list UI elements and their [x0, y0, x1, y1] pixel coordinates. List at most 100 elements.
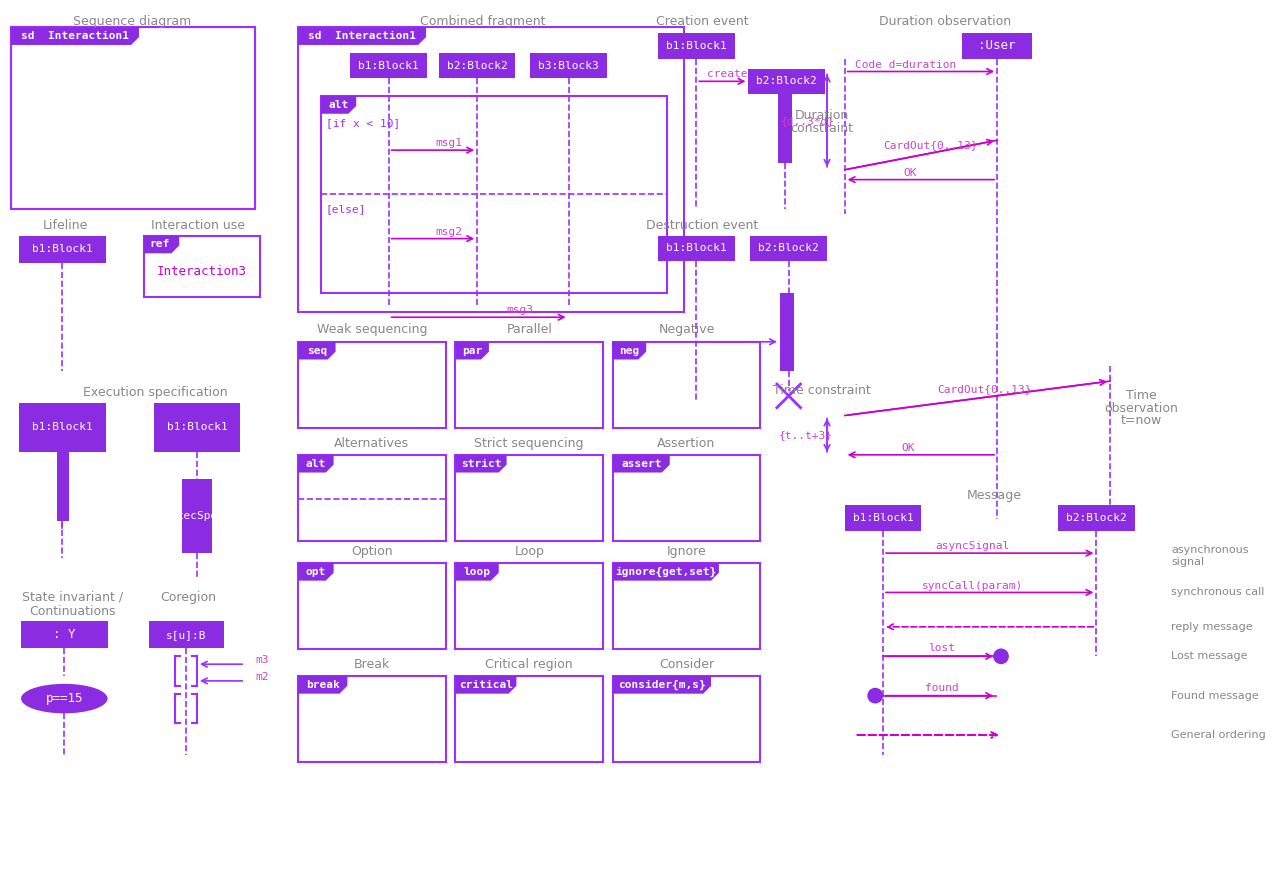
Text: b1:Block1: b1:Block1 [853, 513, 913, 522]
Text: break: break [306, 680, 340, 690]
Text: Found message: Found message [1171, 691, 1258, 700]
Text: found: found [926, 683, 959, 692]
Text: p==15: p==15 [45, 692, 83, 705]
Polygon shape [456, 342, 489, 360]
Bar [149, 621, 223, 649]
Bar [612, 676, 760, 763]
Bar [456, 455, 603, 541]
Text: msg2: msg2 [435, 227, 462, 237]
Bar [612, 342, 760, 428]
Bar [750, 236, 827, 261]
Text: Message: Message [967, 489, 1022, 502]
Bar [845, 505, 922, 530]
Text: Parallel: Parallel [506, 323, 552, 336]
Polygon shape [298, 28, 426, 45]
Text: t=now: t=now [1121, 414, 1162, 427]
Text: Coregion: Coregion [160, 591, 216, 603]
Bar [19, 236, 105, 263]
Text: alt: alt [306, 458, 326, 469]
Bar [657, 236, 734, 261]
Bar [144, 236, 259, 296]
Polygon shape [456, 563, 498, 580]
Bar [456, 563, 603, 650]
Text: Combined fragment: Combined fragment [420, 15, 546, 28]
Text: Lifeline: Lifeline [42, 219, 89, 232]
Text: sd  Interaction1: sd Interaction1 [308, 31, 416, 41]
Text: Continuations: Continuations [30, 604, 116, 618]
Text: {d..3*d}: {d..3*d} [781, 116, 835, 125]
Text: State invariant /: State invariant / [22, 591, 123, 603]
Text: syncCall(param): syncCall(param) [922, 580, 1023, 591]
Text: b1:Block1: b1:Block1 [666, 41, 727, 51]
Bar [778, 94, 792, 163]
Text: create: create [706, 69, 747, 79]
Polygon shape [321, 96, 356, 114]
Bar [12, 28, 256, 209]
Text: Loop: Loop [515, 545, 544, 558]
Bar [456, 676, 603, 763]
Polygon shape [144, 236, 180, 254]
Text: Lost message: Lost message [1171, 651, 1248, 661]
Text: Consider: Consider [659, 658, 714, 671]
Text: lost: lost [928, 643, 955, 653]
Bar [298, 563, 446, 650]
Bar [612, 455, 760, 541]
Text: loop: loop [464, 567, 490, 577]
Text: assert: assert [621, 458, 661, 469]
Text: Break: Break [354, 658, 390, 671]
Bar [182, 480, 212, 553]
Text: :User: :User [978, 39, 1016, 53]
Text: Negative: Negative [659, 323, 715, 336]
Text: reply message: reply message [1171, 622, 1253, 632]
Polygon shape [612, 455, 670, 473]
Text: sd  Interaction1: sd Interaction1 [21, 31, 130, 41]
Text: execSpec: execSpec [169, 511, 223, 521]
Text: strict: strict [461, 458, 501, 469]
Text: b2:Block2: b2:Block2 [1066, 513, 1127, 522]
Bar [154, 403, 240, 452]
Polygon shape [456, 676, 516, 693]
Circle shape [867, 688, 883, 703]
Bar [351, 53, 428, 78]
Text: CardOut{0..13}: CardOut{0..13} [937, 384, 1031, 394]
Bar [19, 403, 105, 452]
Bar [21, 621, 108, 649]
Text: alt: alt [329, 100, 349, 109]
Polygon shape [612, 676, 711, 693]
Text: Time constraint: Time constraint [773, 384, 871, 398]
Polygon shape [298, 676, 348, 693]
Bar [612, 563, 760, 650]
Text: observation: observation [1104, 402, 1179, 415]
Text: Strict sequencing: Strict sequencing [475, 436, 584, 449]
Text: asynchronous: asynchronous [1171, 546, 1248, 555]
Text: Duration observation: Duration observation [880, 15, 1011, 28]
Text: Assertion: Assertion [657, 436, 715, 449]
Polygon shape [456, 455, 507, 473]
Text: b2:Block2: b2:Block2 [756, 77, 817, 86]
Text: s[u]:B: s[u]:B [166, 630, 207, 640]
Text: synchronous call: synchronous call [1171, 587, 1265, 597]
Text: Code d=duration: Code d=duration [855, 60, 957, 69]
Text: OK: OK [901, 443, 915, 453]
Text: Weak sequencing: Weak sequencing [317, 323, 428, 336]
Text: b3:Block3: b3:Block3 [538, 61, 598, 70]
Text: b1:Block1: b1:Block1 [666, 244, 727, 254]
Text: {t..t+3}: {t..t+3} [778, 430, 832, 441]
Text: m3: m3 [256, 655, 268, 665]
Text: Interaction use: Interaction use [152, 219, 245, 232]
Text: b1:Block1: b1:Block1 [32, 245, 92, 255]
Circle shape [993, 649, 1009, 664]
Text: Alternatives: Alternatives [334, 436, 410, 449]
Text: OK: OK [904, 167, 917, 178]
Text: Sequence diagram: Sequence diagram [73, 15, 191, 28]
Text: Option: Option [351, 545, 393, 558]
Text: [if x < 10]: [if x < 10] [326, 118, 401, 128]
Bar [298, 676, 446, 763]
Bar [749, 69, 826, 94]
Text: Execution specification: Execution specification [83, 386, 229, 400]
Text: [else]: [else] [326, 204, 366, 214]
Text: ignore{get,set}: ignore{get,set} [615, 567, 716, 577]
Text: asyncSignal: asyncSignal [935, 541, 1009, 551]
Text: Interaction3: Interaction3 [157, 264, 247, 278]
Text: Duration: Duration [795, 109, 849, 122]
